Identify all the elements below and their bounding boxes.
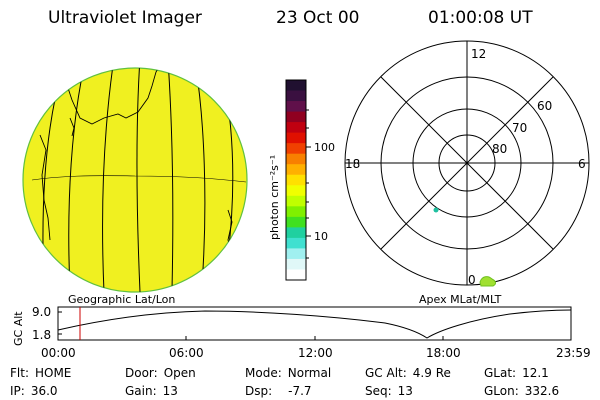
door-readout: Door: Open: [125, 366, 196, 380]
colorbar-band: [286, 132, 306, 144]
colorbar-tick-label: 100: [314, 141, 335, 154]
mlt-label-12: 12: [471, 47, 486, 61]
colorbar-band: [286, 195, 306, 207]
polar-caption: Apex MLat/MLT: [419, 293, 502, 306]
latitude-line: [31, 175, 247, 183]
mode-readout: Mode: Normal: [245, 366, 332, 380]
altitude-ylabel: GC Alt: [12, 311, 25, 346]
colorbar: 100 10 photon cm⁻²s⁻¹: [268, 79, 335, 281]
colorbar-band: [286, 122, 306, 134]
ip-readout: IP: 36.0: [10, 384, 58, 398]
altitude-axis-labels: GC Alt 9.0 1.8 00:00 06:00 12:00 18:00 2…: [12, 305, 591, 360]
glat-readout: GLat: 12.1: [484, 366, 549, 380]
aurora-spot: [433, 207, 439, 213]
date-readout: 23 Oct 00: [276, 8, 360, 28]
colorbar-tick-label: 10: [314, 230, 328, 243]
time-readout: 01:00:08 UT: [428, 8, 533, 28]
colorbar-band: [286, 111, 306, 123]
longitude-line: [68, 68, 86, 291]
altitude-x-tick: 18:00: [426, 346, 461, 360]
colorbar-band: [286, 216, 306, 228]
mlt-label-18: 18: [345, 157, 360, 171]
colorbar-band: [286, 101, 306, 113]
mlt-label-6: 6: [578, 157, 586, 171]
colorbar-band: [286, 237, 306, 250]
colorbar-band: [286, 206, 306, 218]
mlat-label-60: 60: [537, 99, 552, 113]
altitude-x-tick: 00:00: [41, 346, 76, 360]
colorbar-band: [286, 174, 306, 186]
colorbar-band: [286, 269, 306, 281]
longitude-line: [195, 68, 206, 286]
altitude-plot-frame: [57, 306, 572, 341]
mlat-label-80: 80: [492, 142, 507, 156]
colorbar-band: [286, 258, 306, 271]
globe-image[interactable]: [22, 58, 248, 293]
colorbar-band: [286, 90, 306, 102]
flt-readout: Flt: HOME: [10, 366, 72, 380]
colorbar-band: [286, 185, 306, 197]
gain-readout: Gain: 13: [125, 384, 178, 398]
meridian-diagonal: [380, 76, 554, 250]
aurora-patch: [479, 276, 496, 287]
colorbar-band: [286, 248, 306, 260]
colorbar-frame: [285, 79, 307, 281]
altitude-plot[interactable]: [57, 306, 572, 341]
colorbar-unit-label: photon cm⁻²s⁻¹: [268, 155, 281, 240]
altitude-y-tick: 1.8: [32, 328, 51, 342]
altitude-y-tick: 9.0: [32, 305, 51, 319]
polar-labels: 12 18 6 0 60 70 80: [345, 47, 586, 287]
colorbar-band: [286, 80, 306, 92]
app-title: Ultraviolet Imager: [48, 8, 202, 28]
dsp-readout: Dsp: -7.7: [245, 384, 312, 398]
altitude-x-tick: 23:59: [556, 346, 591, 360]
gc-alt-readout: GC Alt: 4.9 Re: [365, 366, 451, 380]
globe-caption: Geographic Lat/Lon: [68, 293, 175, 306]
mlat-label-70: 70: [512, 121, 527, 135]
seq-readout: Seq: 13: [365, 384, 413, 398]
longitude-line: [167, 68, 174, 291]
altitude-x-tick: 06:00: [169, 346, 204, 360]
colorbar-band: [286, 153, 306, 165]
colorbar-band: [286, 143, 306, 155]
colorbar-band: [286, 164, 306, 176]
mlt-label-0: 0: [468, 273, 476, 287]
altitude-x-tick: 12:00: [298, 346, 333, 360]
polar-plot[interactable]: [344, 40, 590, 287]
colorbar-gradient: [286, 80, 306, 281]
glon-readout: GLon: 332.6: [484, 384, 560, 398]
colorbar-band: [286, 227, 306, 239]
altitude-curve: [57, 309, 572, 339]
globe-disk: [22, 67, 248, 293]
longitude-line: [136, 68, 141, 292]
longitude-line: [102, 68, 115, 292]
